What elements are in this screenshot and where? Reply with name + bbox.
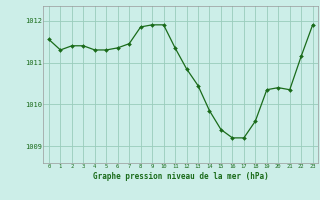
- X-axis label: Graphe pression niveau de la mer (hPa): Graphe pression niveau de la mer (hPa): [93, 172, 269, 181]
